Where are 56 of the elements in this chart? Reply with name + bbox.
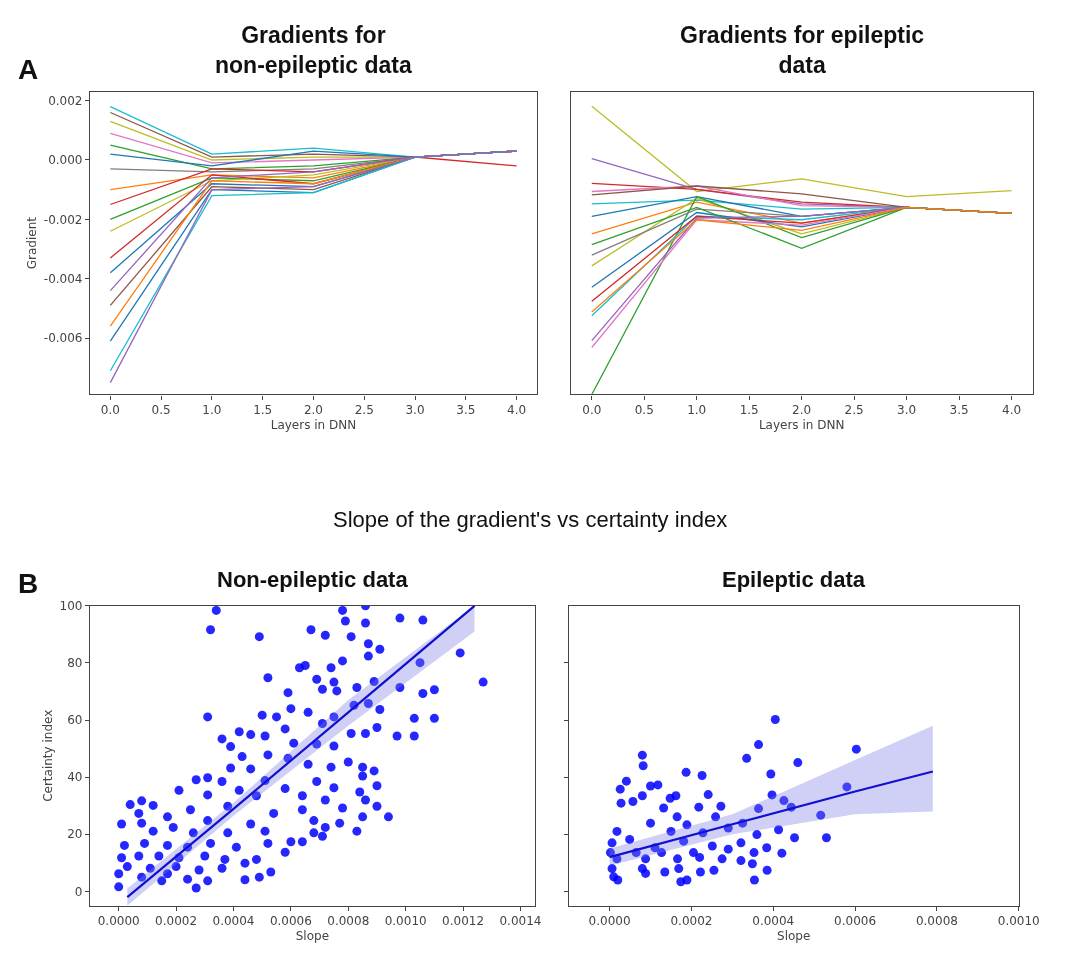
x-tick-label: 0.0012 bbox=[442, 914, 485, 929]
x-tick-label: 0.0010 bbox=[997, 914, 1040, 929]
x-tick-label: 0.0010 bbox=[384, 914, 427, 929]
x-tick-label: 1.0 bbox=[687, 402, 707, 417]
x-axis-title: Layers in DNN bbox=[758, 417, 845, 432]
x-tick-label: 0.0006 bbox=[269, 914, 312, 929]
x-tick-label: 0.0 bbox=[582, 402, 602, 417]
x-tick-label: 0.5 bbox=[151, 402, 171, 417]
x-tick-label: 0.0004 bbox=[212, 914, 255, 929]
x-tick-label: 2.0 bbox=[792, 402, 812, 417]
x-axis-title: Slope bbox=[777, 929, 811, 944]
x-tick-label: 0.0014 bbox=[499, 914, 542, 929]
x-tick-label: 1.5 bbox=[253, 402, 273, 417]
x-tick-label: 2.0 bbox=[303, 402, 324, 417]
x-tick-label: 0.0 bbox=[100, 402, 120, 417]
x-tick-label: 0.5 bbox=[634, 402, 654, 417]
x-axis-title: Slope bbox=[295, 929, 330, 944]
x-tick-label: 4.0 bbox=[1001, 402, 1022, 417]
chart-title: Non-epileptic data bbox=[217, 567, 409, 592]
x-tick-label: 2.5 bbox=[354, 402, 374, 417]
y-tick-label: 100 bbox=[59, 599, 83, 614]
y-axis-title: Gradient bbox=[25, 216, 40, 270]
y-tick-label: 40 bbox=[67, 770, 83, 785]
x-tick-label: 0.0008 bbox=[327, 914, 370, 929]
y-tick-label: 80 bbox=[67, 656, 83, 671]
chart-title: Gradients for epileptic data bbox=[680, 22, 925, 78]
x-tick-label: 0.0000 bbox=[588, 914, 631, 929]
y-tick-label: 0.000 bbox=[48, 153, 83, 168]
x-tick-label: 3.5 bbox=[949, 402, 969, 417]
chart-title: Epileptic data bbox=[722, 567, 866, 592]
y-tick-label: 20 bbox=[67, 827, 83, 842]
text: A bbox=[18, 54, 39, 85]
y-tick-label: -0.002 bbox=[43, 212, 83, 227]
x-tick-label: 1.5 bbox=[739, 402, 759, 417]
text: Slope of the gradient's vs certainty index bbox=[333, 507, 728, 532]
x-tick-label: 4.0 bbox=[507, 402, 527, 417]
x-tick-label: 0.0006 bbox=[834, 914, 877, 929]
y-tick-label: 60 bbox=[67, 713, 83, 728]
y-tick-label: -0.006 bbox=[43, 331, 83, 346]
text: B bbox=[18, 568, 39, 599]
x-axis-title: Layers in DNN bbox=[270, 417, 357, 432]
chart-title: Gradients for non-epileptic data bbox=[215, 22, 412, 78]
x-tick-label: 2.5 bbox=[844, 402, 864, 417]
x-tick-label: 3.0 bbox=[405, 402, 425, 417]
x-tick-label: 3.5 bbox=[456, 402, 476, 417]
x-tick-label: 0.0000 bbox=[97, 914, 140, 929]
y-axis-title: Certainty index bbox=[40, 709, 55, 802]
x-tick-label: 0.0002 bbox=[155, 914, 198, 929]
x-tick-label: 0.0008 bbox=[915, 914, 958, 929]
x-tick-label: 1.0 bbox=[202, 402, 222, 417]
x-tick-label: 0.0004 bbox=[752, 914, 795, 929]
y-tick-label: 0 bbox=[74, 884, 83, 899]
x-tick-label: 0.0002 bbox=[670, 914, 713, 929]
x-tick-label: 3.0 bbox=[897, 402, 917, 417]
y-tick-label: 0.002 bbox=[48, 93, 83, 108]
y-tick-label: -0.004 bbox=[43, 271, 83, 286]
